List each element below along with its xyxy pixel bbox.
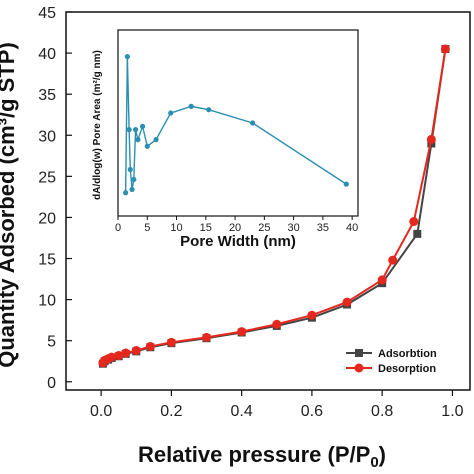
inset-data-point — [135, 137, 141, 143]
legend-marker-desorption — [354, 363, 364, 373]
inset-data-point — [126, 127, 132, 133]
inset-y-axis-title: dA/dlog(w) Pore Area (m²/g nm) — [92, 50, 103, 200]
inset-data-point — [188, 103, 194, 109]
data-point-desorption — [388, 255, 398, 265]
data-point-desorption — [377, 275, 387, 285]
inset-x-ticks: 0 5 10 15 20 25 30 35 40 — [115, 216, 358, 234]
main-y-tick-label: 40 — [38, 46, 56, 63]
data-point-desorption — [307, 310, 317, 320]
main-x-tick-label: 0.4 — [231, 403, 253, 420]
main-plot-frame — [65, 11, 471, 391]
data-point-desorption — [166, 337, 176, 347]
main-x-tick-label: 0.0 — [90, 403, 112, 420]
x-axis-title: Relative pressure (P/P0) — [138, 442, 386, 471]
main-y-ticks: 0 5 10 15 20 25 30 35 40 45 — [38, 5, 72, 392]
inset-x-axis-title: Pore Width (nm) — [180, 233, 296, 250]
data-point-desorption — [272, 319, 282, 329]
inset-x-tick-label: 40 — [346, 222, 358, 234]
main-y-tick-label: 20 — [38, 210, 56, 227]
main-y-tick-label: 45 — [38, 5, 56, 22]
x-axis-title-close: ) — [379, 442, 386, 467]
data-point-desorption — [342, 297, 352, 307]
legend-label-desorption: Desorption — [378, 363, 436, 375]
main-series-group — [98, 44, 450, 368]
inset-series-group — [123, 53, 349, 196]
inset-data-point — [168, 110, 174, 116]
inset-x-tick-label: 35 — [317, 222, 329, 234]
inset-x-tick-label: 5 — [144, 222, 150, 234]
data-point-desorption — [409, 217, 419, 227]
inset-x-tick-label: 25 — [258, 222, 270, 234]
main-y-tick-label: 0 — [47, 375, 56, 392]
data-point-desorption — [426, 134, 436, 144]
series-line-desorption — [102, 48, 447, 364]
main-y-tick-label: 15 — [38, 252, 56, 269]
inset-data-point — [343, 181, 349, 187]
data-point-adsorbtion — [413, 229, 422, 238]
main-x-tick-label: 0.6 — [301, 403, 323, 420]
inset-x-tick-label: 0 — [115, 222, 121, 234]
data-point-desorption — [114, 350, 124, 360]
inset-series-line — [124, 56, 347, 193]
inset-data-point — [132, 127, 139, 133]
legend-marker-adsorbtion — [355, 349, 363, 357]
inset-data-point — [124, 53, 130, 60]
data-point-desorption — [107, 352, 117, 362]
x-axis-title-main: Relative pressure (P/P — [138, 442, 370, 467]
inset-data-point — [144, 143, 150, 149]
main-y-tick-label: 30 — [38, 128, 56, 145]
inset-data-point — [127, 166, 133, 173]
inset-x-tick-label: 15 — [200, 222, 212, 234]
inset-x-tick-label: 10 — [170, 222, 182, 234]
inset-data-point — [153, 137, 159, 143]
x-axis-title-sub: 0 — [370, 454, 378, 471]
y-axis-title: Quantity Adsorbed (cm³/g STP) — [0, 42, 19, 368]
main-x-ticks: 0.0 0.2 0.4 0.6 0.8 1.0 — [90, 390, 464, 420]
data-point-desorption — [237, 327, 247, 337]
inset-x-tick-label: 30 — [287, 222, 299, 234]
inset-data-point — [123, 190, 129, 196]
data-point-desorption — [145, 341, 155, 351]
inset-x-tick-label: 20 — [229, 222, 241, 234]
inset-data-point — [139, 123, 146, 129]
main-y-tick-label: 10 — [38, 293, 56, 310]
main-y-tick-label: 5 — [47, 334, 56, 351]
inset-plot-frame — [117, 29, 359, 217]
series-line-adsorbtion — [102, 48, 447, 365]
main-y-tick-label: 25 — [38, 169, 56, 186]
inset-data-point — [129, 186, 135, 193]
inset-data-point — [206, 107, 212, 113]
data-point-desorption — [440, 44, 450, 54]
data-point-desorption — [202, 332, 212, 342]
legend: Adsorbtion Desorption — [346, 348, 437, 375]
data-point-desorption — [121, 348, 131, 358]
main-x-tick-label: 0.8 — [371, 403, 393, 420]
data-point-desorption — [131, 346, 141, 356]
main-x-tick-label: 1.0 — [441, 403, 463, 420]
main-x-tick-label: 0.2 — [160, 403, 182, 420]
main-y-tick-label: 35 — [38, 87, 56, 104]
legend-label-adsorbtion: Adsorbtion — [378, 348, 437, 360]
inset-data-point — [131, 176, 137, 183]
inset-data-point — [250, 120, 256, 126]
